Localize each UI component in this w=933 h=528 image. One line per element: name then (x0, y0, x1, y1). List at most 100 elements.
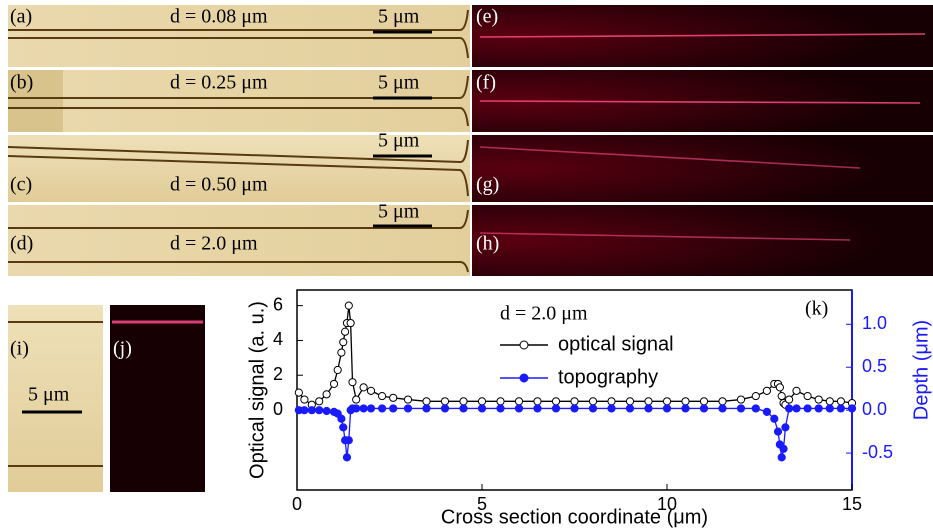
data-point (422, 397, 431, 406)
x-axis-label: Cross section coordinate (μm) (441, 506, 708, 528)
data-point (352, 395, 361, 404)
legend-label: topography (558, 366, 658, 388)
data-point (378, 391, 387, 401)
data-point (792, 386, 801, 395)
data-point (496, 397, 505, 406)
annotation: d = 2.0 μm (500, 303, 588, 325)
data-point (785, 395, 794, 404)
y-tick-label: 2 (273, 364, 283, 384)
data-point (825, 397, 834, 406)
data-point (403, 404, 413, 413)
data-point (342, 453, 352, 462)
data-point (514, 404, 524, 413)
data-point (836, 397, 846, 406)
y-tick-label: 6 (273, 294, 283, 314)
annotation: d = 0.25 μm (170, 72, 268, 94)
y2-tick-label: 0.5 (862, 356, 887, 376)
data-point (803, 404, 812, 413)
data-point (344, 436, 353, 445)
data-point (294, 388, 303, 397)
data-point (514, 397, 524, 406)
scale-bar-label: 5 μm (378, 130, 420, 152)
scale-bar-label: 5 μm (378, 6, 420, 28)
scale-bar-label: 5 μm (378, 201, 420, 223)
optical-images (110, 5, 933, 492)
data-point (662, 397, 672, 406)
panel-label: (d) (10, 233, 33, 255)
x-tick-label: 15 (842, 494, 862, 514)
panel-label: (e) (476, 6, 498, 28)
data-point (681, 404, 690, 413)
data-point (625, 404, 635, 413)
data-point (378, 404, 387, 413)
data-point (359, 404, 368, 413)
data-point (644, 404, 653, 413)
data-point (339, 338, 348, 347)
data-point (337, 414, 346, 423)
data-point (346, 318, 355, 328)
data-point (341, 327, 350, 336)
data-point (814, 404, 823, 413)
data-point (315, 397, 324, 406)
y2-axis-label: Depth (μm) (910, 320, 932, 420)
data-point (477, 404, 487, 413)
data-point (751, 404, 760, 413)
data-point (607, 404, 616, 413)
data-point (699, 404, 709, 413)
data-point (625, 397, 635, 406)
x-tick-label: 10 (657, 494, 677, 514)
data-point (352, 404, 361, 413)
annotation: d = 0.08 μm (170, 6, 268, 28)
y-tick-label: 0 (273, 399, 283, 419)
data-point (779, 444, 788, 453)
y-axis-label: Optical signal (a. u.) (246, 301, 268, 479)
data-point (751, 391, 760, 401)
data-point (777, 453, 786, 462)
data-point (736, 395, 746, 404)
data-point (329, 379, 339, 389)
panel-label: (h) (476, 233, 499, 255)
panel-label: (j) (113, 338, 132, 360)
data-point (403, 395, 413, 404)
annotation: d = 0.50 μm (170, 174, 268, 196)
data-point (459, 397, 468, 406)
legend-marker (519, 373, 529, 383)
data-point (718, 404, 727, 413)
y2-tick-label: 1.0 (862, 313, 887, 333)
data-point (644, 397, 653, 406)
data-point (662, 404, 672, 413)
data-point (836, 404, 846, 413)
y2-tick-label: -0.5 (862, 442, 893, 462)
legend-label: optical signal (558, 333, 674, 355)
data-point (588, 404, 598, 413)
data-point (339, 423, 348, 432)
data-point (814, 395, 823, 404)
series-line (298, 407, 852, 458)
data-point (736, 404, 746, 413)
data-point (792, 404, 801, 413)
data-point (366, 404, 376, 413)
data-point (496, 404, 505, 413)
panel-label: (c) (10, 174, 32, 196)
panel-label: (a) (10, 6, 32, 28)
data-point (307, 406, 316, 415)
data-point (422, 404, 431, 413)
data-point (825, 404, 834, 413)
data-point (300, 395, 309, 404)
data-point (699, 397, 709, 406)
data-point (762, 407, 772, 416)
panel-label: (i) (10, 338, 29, 360)
scale-bar-label: 5 μm (28, 384, 70, 406)
data-point (773, 427, 783, 436)
data-point (533, 397, 542, 406)
scale-bars (22, 30, 432, 414)
data-point (570, 397, 579, 406)
x-tick-label: 0 (292, 494, 302, 514)
data-point (366, 386, 376, 395)
data-point (847, 404, 857, 413)
data-point (781, 423, 790, 432)
data-point (681, 397, 690, 406)
data-point (344, 301, 353, 310)
data-point (348, 378, 357, 387)
